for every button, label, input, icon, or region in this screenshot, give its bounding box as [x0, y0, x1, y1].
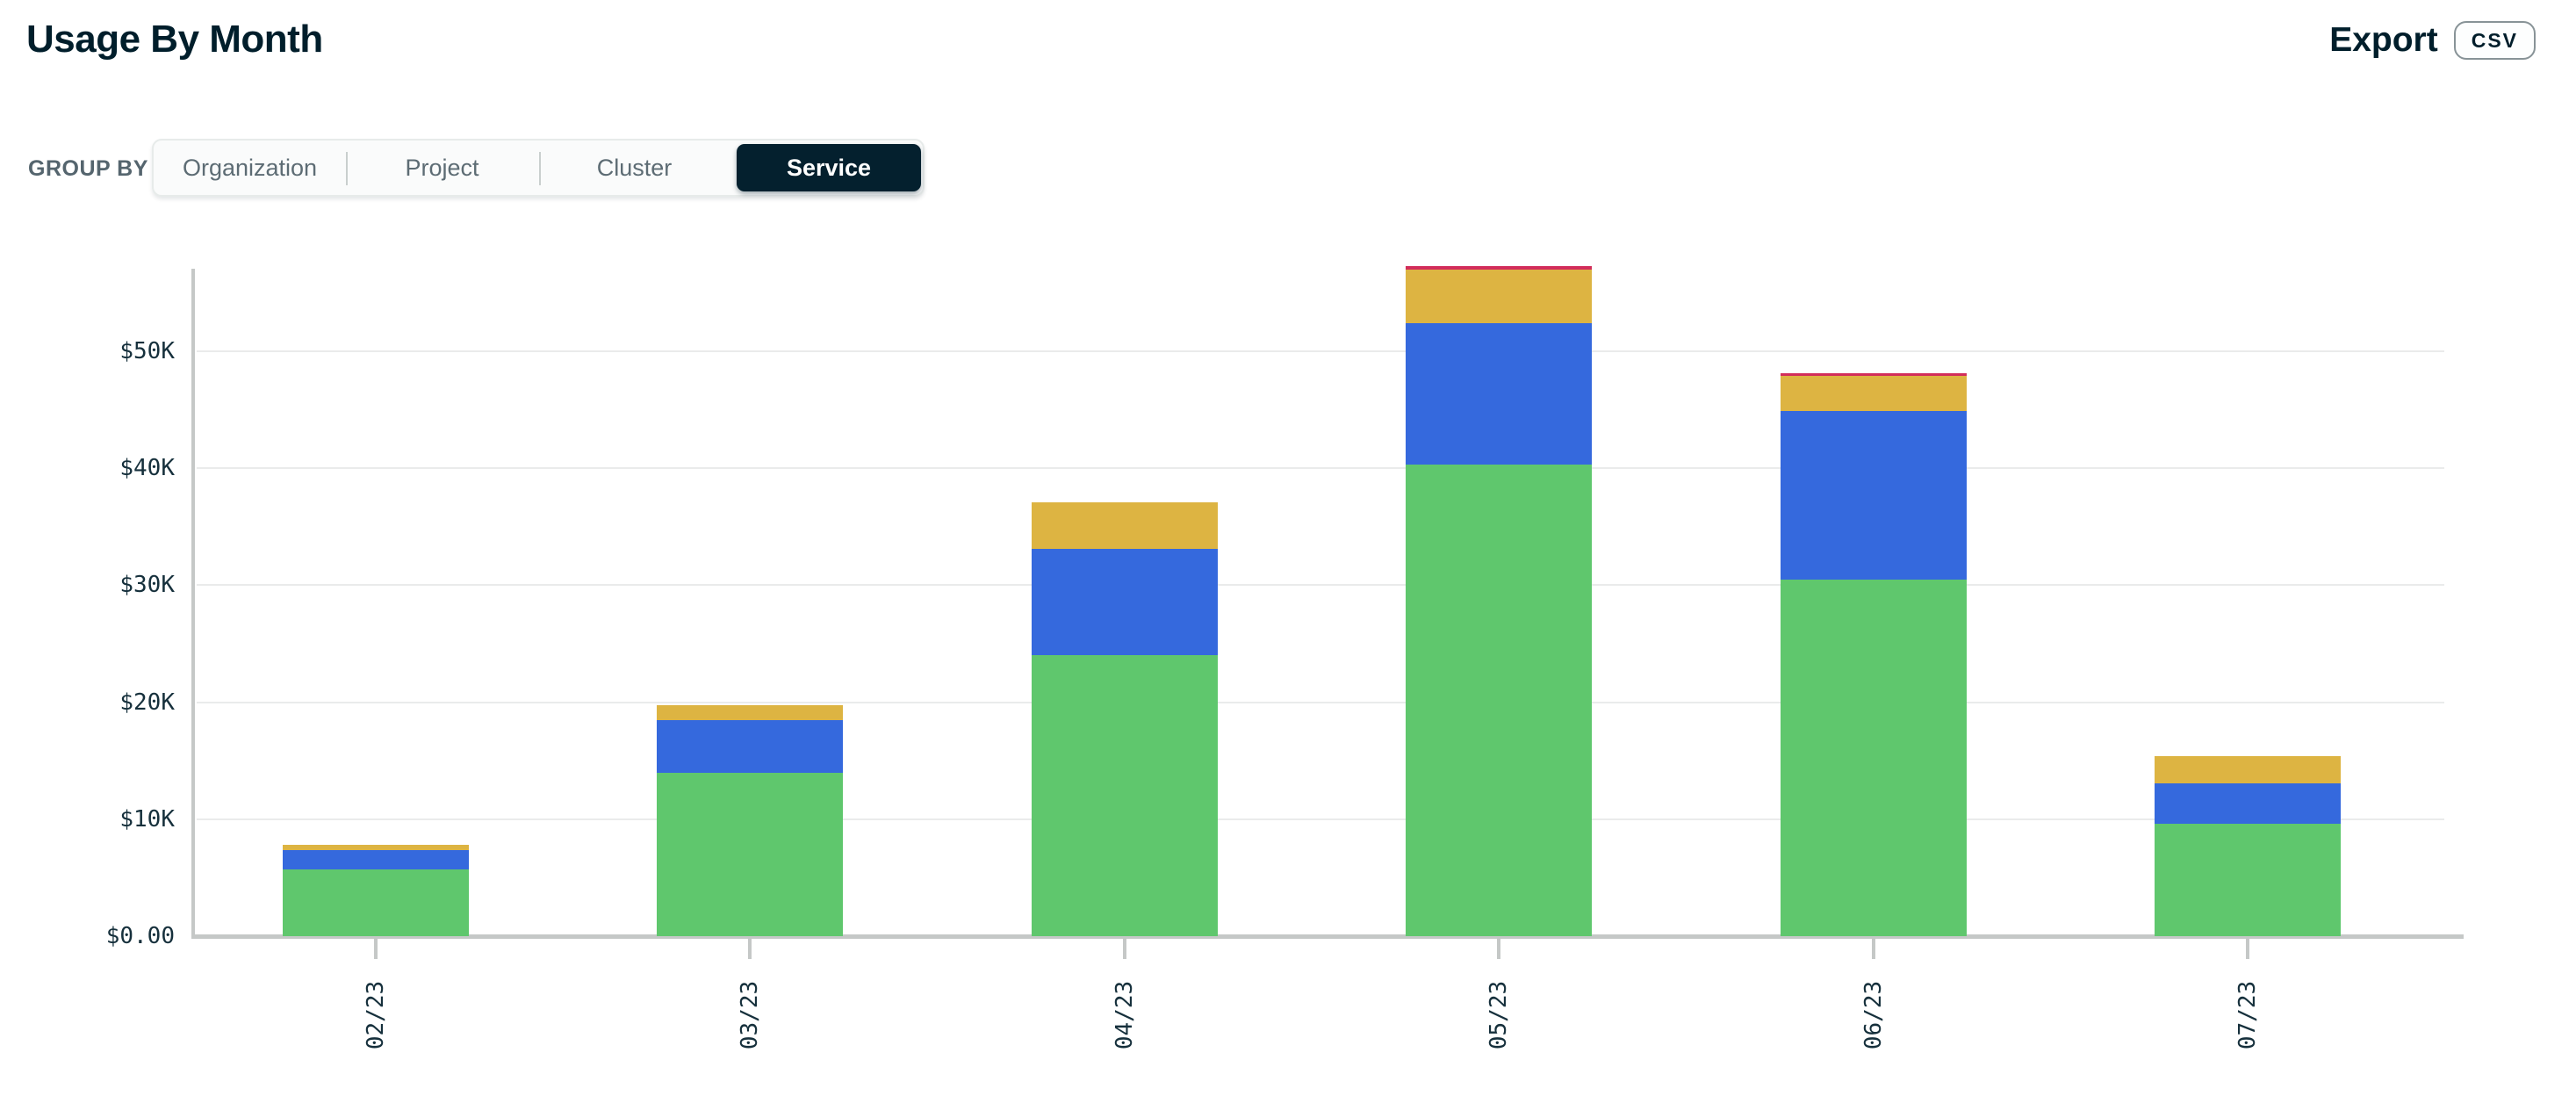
page-title: Usage By Month	[26, 18, 323, 61]
export-csv-button[interactable]: CSV	[2453, 21, 2536, 60]
bar-segment-gold-service-02/23[interactable]	[283, 845, 469, 850]
x-axis-tick	[1123, 938, 1126, 959]
bar-segment-green-service-06/23[interactable]	[1781, 580, 1967, 936]
x-axis-tick	[748, 938, 752, 959]
bar-segment-blue-service-05/23[interactable]	[1406, 323, 1592, 465]
y-axis-tick-label: $10K	[119, 806, 175, 833]
group-by-label: GROUP BY	[28, 156, 148, 181]
gridline	[197, 702, 2444, 703]
x-axis-tick	[1497, 938, 1500, 959]
segment-divider	[346, 152, 348, 185]
group-by-option-organization[interactable]: Organization	[182, 154, 318, 181]
y-axis-tick-label: $20K	[119, 689, 175, 716]
bar-segment-blue-service-04/23[interactable]	[1032, 549, 1218, 655]
group-by-segmented-control: Organization Project Cluster Service	[152, 139, 925, 197]
gridline	[197, 350, 2444, 352]
bar-segment-green-service-04/23[interactable]	[1032, 655, 1218, 936]
y-axis-tick-label: $30K	[119, 572, 175, 598]
y-axis-tick-label: $0.00	[105, 923, 175, 949]
bar-segment-blue-service-03/23[interactable]	[657, 720, 843, 773]
x-axis-tick-label: 06/23	[1860, 980, 1887, 1050]
y-axis-line	[191, 269, 195, 938]
y-axis-tick-label: $50K	[119, 338, 175, 364]
x-axis-tick-label: 02/23	[363, 980, 389, 1050]
x-axis-tick	[374, 938, 378, 959]
bar-segment-green-service-03/23[interactable]	[657, 773, 843, 936]
bar-segment-blue-service-07/23[interactable]	[2155, 783, 2341, 824]
x-axis-tick	[2246, 938, 2249, 959]
bar-segment-gold-service-03/23[interactable]	[657, 705, 843, 720]
bar-segment-gold-service-06/23[interactable]	[1781, 376, 1967, 411]
export-label: Export	[2329, 21, 2438, 59]
x-axis-tick-label: 07/23	[2234, 980, 2261, 1050]
x-axis-tick-label: 04/23	[1112, 980, 1138, 1050]
gridline	[197, 818, 2444, 820]
x-axis-line	[191, 934, 2464, 939]
group-by-option-cluster[interactable]: Cluster	[596, 154, 673, 181]
bar-segment-green-service-05/23[interactable]	[1406, 465, 1592, 936]
x-axis-tick	[1872, 938, 1875, 959]
bar-segment-gold-service-07/23[interactable]	[2155, 756, 2341, 783]
gridline	[197, 467, 2444, 469]
bar-segment-red-service-06/23[interactable]	[1781, 373, 1967, 376]
x-axis-tick-label: 03/23	[737, 980, 763, 1050]
bar-segment-gold-service-05/23[interactable]	[1406, 270, 1592, 323]
bar-segment-green-service-02/23[interactable]	[283, 869, 469, 936]
bar-segment-blue-service-06/23[interactable]	[1781, 411, 1967, 580]
group-by-option-project[interactable]: Project	[405, 154, 479, 181]
export-section: Export CSV	[2329, 21, 2536, 60]
gridline	[197, 584, 2444, 586]
segment-divider	[539, 152, 541, 185]
group-by-option-service-selected[interactable]: Service	[737, 144, 921, 191]
y-axis-tick-label: $40K	[119, 455, 175, 481]
x-axis-tick-label: 05/23	[1486, 980, 1512, 1050]
bar-segment-red-service-05/23[interactable]	[1406, 266, 1592, 270]
bar-segment-green-service-07/23[interactable]	[2155, 824, 2341, 936]
bar-segment-blue-service-02/23[interactable]	[283, 850, 469, 869]
bar-segment-gold-service-04/23[interactable]	[1032, 502, 1218, 549]
